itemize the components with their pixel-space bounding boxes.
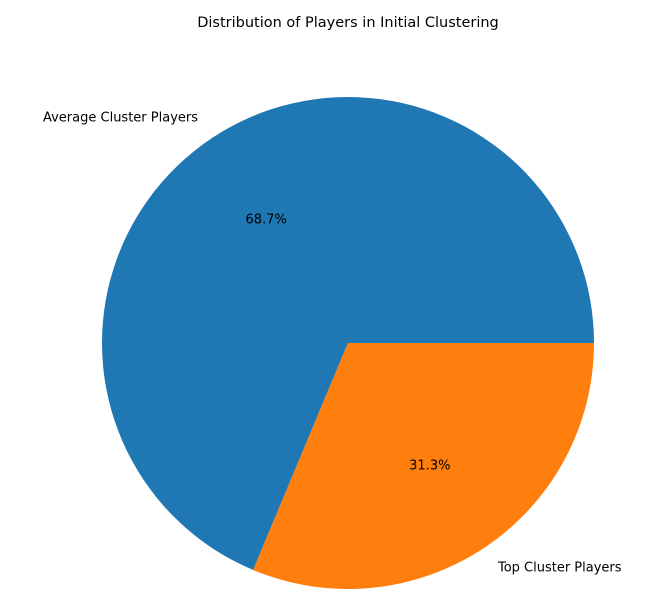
pie-slice-top-cluster-players (253, 343, 594, 589)
pie-slice-average-cluster-players (101, 96, 594, 570)
slice-label-top-cluster-players: Top Cluster Players (497, 561, 622, 576)
slice-percent-top-cluster-players: 31.3% (409, 458, 450, 473)
slice-percent-average-cluster-players: 68.7% (246, 213, 287, 228)
pie-labels: Average Cluster Players 68.7% Top Cluster … (43, 110, 622, 575)
chart-title: Distribution of Players in Initial Clust… (197, 15, 499, 31)
slice-label-average-cluster-players: Average Cluster Players (43, 110, 198, 125)
pie-slices (101, 96, 594, 589)
